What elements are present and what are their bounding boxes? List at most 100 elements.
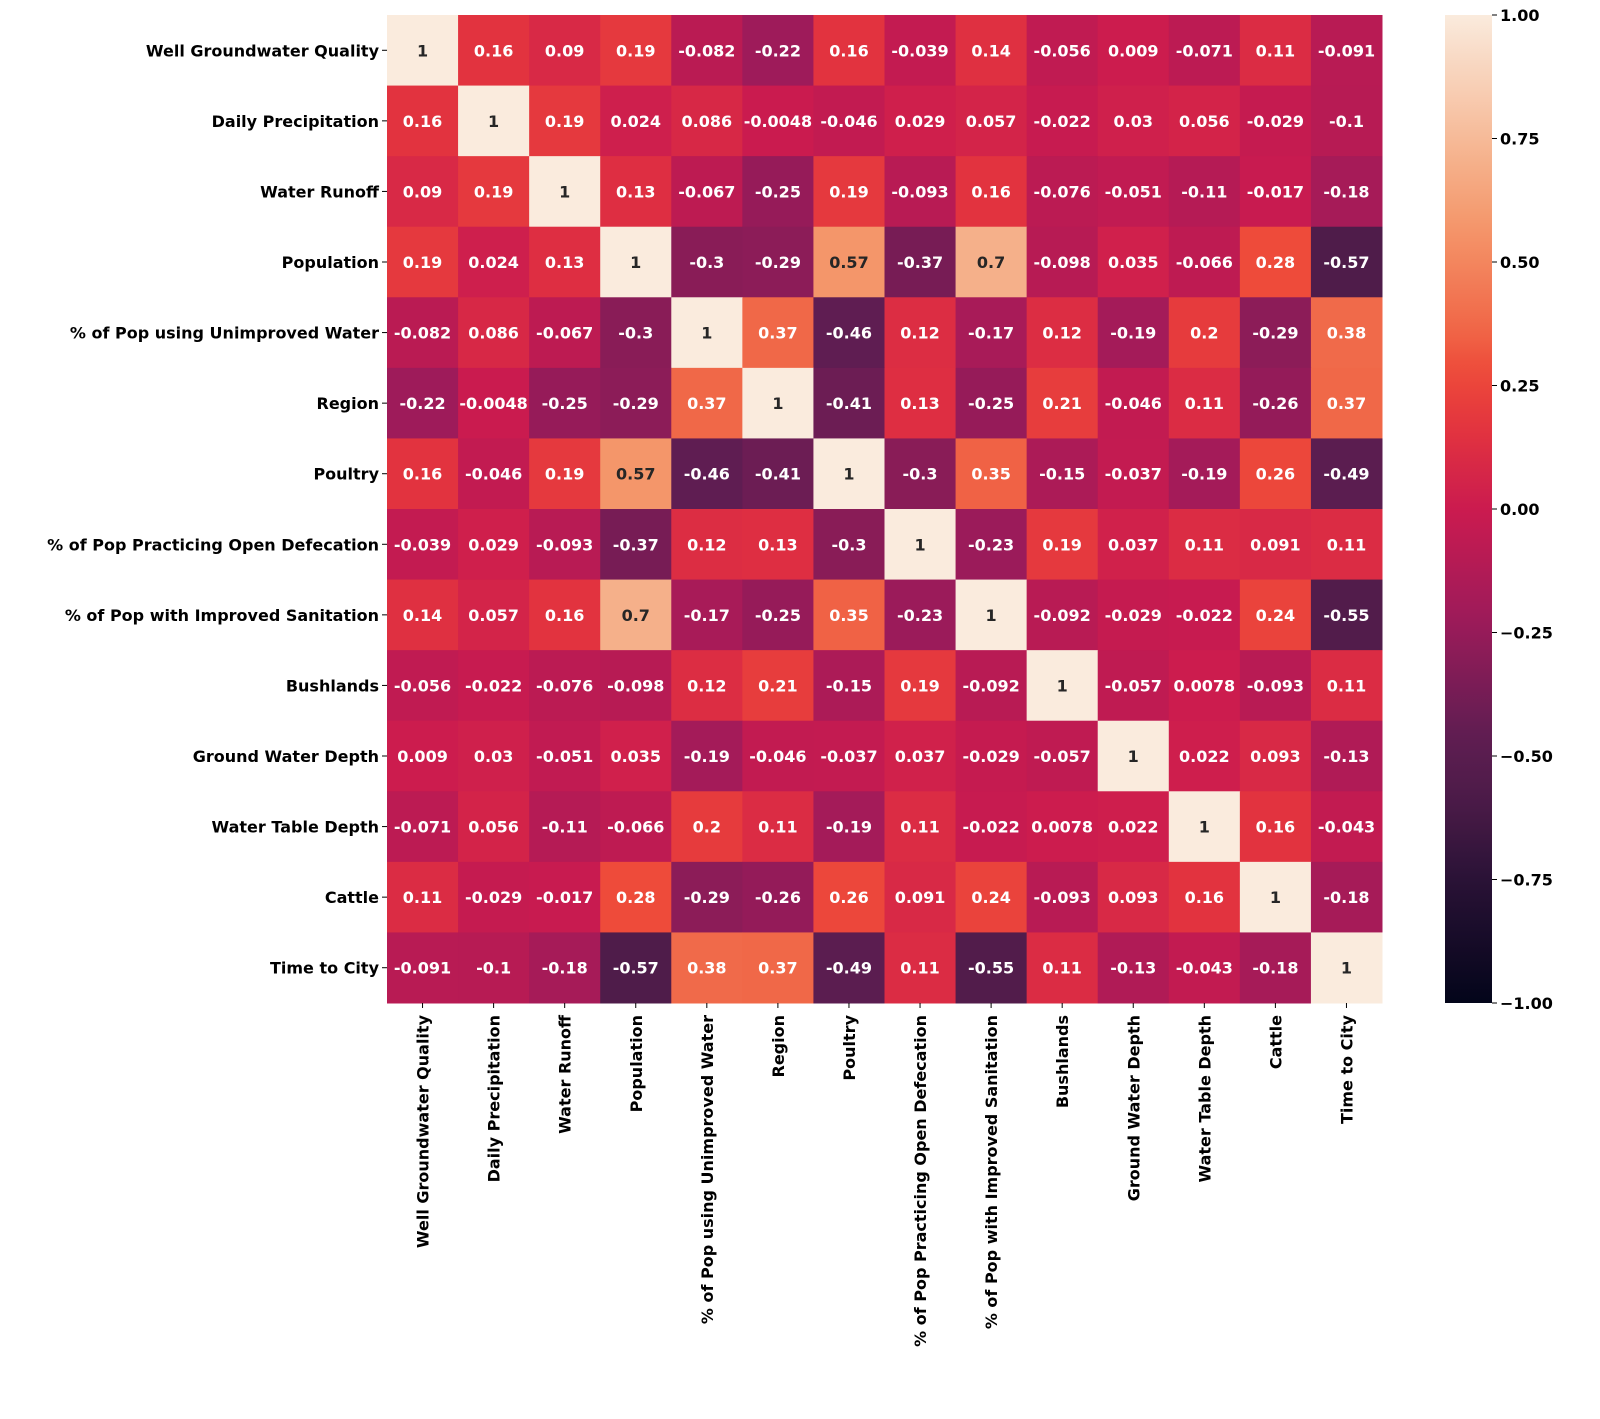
heatmap-cell — [1239, 650, 1312, 722]
cell-value-label: 0.19 — [545, 112, 584, 131]
heatmap-cell — [813, 579, 885, 651]
cell-value-label: 0.19 — [1042, 535, 1081, 554]
x-tick-label: Well Groundwater Quality — [414, 1014, 433, 1248]
cell-value-label: -0.57 — [1323, 253, 1369, 272]
y-tick-label: Population — [282, 253, 379, 272]
cell-value-label: -0.029 — [1247, 112, 1304, 131]
cell-value-label: -0.057 — [1105, 676, 1162, 695]
heatmap-cell — [387, 226, 459, 298]
cell-value-label: -0.046 — [465, 465, 522, 484]
colorbar-gradient — [1445, 15, 1492, 1003]
heatmap-cell — [742, 509, 814, 581]
heatmap-cell — [1026, 156, 1099, 228]
heatmap-cell — [1168, 932, 1241, 1004]
heatmap-cell — [600, 15, 672, 87]
heatmap-cell — [813, 226, 885, 298]
cell-value-label: -0.0048 — [459, 394, 527, 413]
y-tick-label: % of Pop Practicing Open Defecation — [47, 535, 379, 554]
cell-value-label: -0.017 — [536, 888, 593, 907]
cell-value-label: -0.1 — [1329, 112, 1364, 131]
heatmap-cell — [884, 226, 957, 298]
heatmap-cell — [458, 509, 530, 581]
x-tick-label: Population — [627, 1015, 646, 1112]
cell-value-label: -0.25 — [968, 394, 1014, 413]
heatmap-cell — [884, 85, 957, 157]
heatmap-cell — [458, 297, 530, 369]
cell-value-label: 0.19 — [403, 253, 442, 272]
cell-value-label: 0.03 — [1114, 112, 1153, 131]
heatmap-cell — [1310, 85, 1383, 157]
heatmap-cell — [1310, 579, 1383, 651]
heatmap-cell — [1310, 650, 1383, 722]
y-tick-label: Ground Water Depth — [193, 747, 379, 766]
heatmap-cell — [1239, 861, 1312, 933]
heatmap-cell — [671, 156, 743, 228]
heatmap-cell — [1097, 509, 1170, 581]
cell-value-label: 0.16 — [545, 606, 584, 625]
heatmap-cell — [1168, 650, 1241, 722]
heatmap-cell — [671, 932, 743, 1004]
cell-value-label: -0.23 — [897, 606, 943, 625]
heatmap-cell — [1239, 509, 1312, 581]
heatmap-annotations: 1 0.16 0.09 0.19 -0.082 -0.22 0.16 -0.039 0.14 -0… — [394, 41, 1375, 977]
heatmap-cell — [1026, 85, 1099, 157]
cell-value-label: 0.13 — [900, 394, 939, 413]
cell-value-label: -0.046 — [1105, 394, 1162, 413]
heatmap-cell — [1239, 791, 1312, 863]
heatmap-cell — [671, 579, 743, 651]
cell-value-label: 0.056 — [468, 818, 519, 837]
cell-value-label: -0.18 — [542, 959, 588, 978]
cell-value-label: 1 — [1057, 676, 1068, 695]
cell-value-label: 0.11 — [1256, 41, 1295, 60]
cell-value-label: 1 — [914, 535, 925, 554]
heatmap-cell — [387, 367, 459, 439]
cell-value-label: -0.046 — [749, 747, 806, 766]
cell-value-label: -0.091 — [1318, 41, 1375, 60]
heatmap-cell — [529, 85, 601, 157]
heatmap-cell — [1239, 367, 1312, 439]
colorbar-tick-label: −0.75 — [1500, 871, 1553, 890]
cell-value-label: -0.18 — [1252, 959, 1298, 978]
cell-value-label: -0.098 — [607, 676, 664, 695]
colorbar-tick-label: −0.50 — [1500, 747, 1553, 766]
heatmap-cell — [1310, 791, 1383, 863]
heatmap-cell — [529, 367, 601, 439]
heatmap-cell — [1239, 932, 1312, 1004]
heatmap-cell — [742, 367, 814, 439]
cell-value-label: 0.26 — [829, 888, 868, 907]
heatmap-cell — [1310, 156, 1383, 228]
heatmap-cell — [1168, 297, 1241, 369]
heatmap-cell — [955, 650, 1028, 722]
x-tick-label: % of Pop with Improved Sanitation — [982, 1015, 1001, 1329]
colorbar-tick-label: 0.75 — [1500, 130, 1539, 149]
heatmap-cell — [742, 226, 814, 298]
cell-value-label: -0.029 — [1105, 606, 1162, 625]
heatmap-cell — [529, 438, 601, 510]
x-tick-label: % of Pop Practicing Open Defecation — [911, 1015, 930, 1347]
cell-value-label: 0.035 — [1108, 253, 1159, 272]
cell-value-label: -0.25 — [755, 182, 801, 201]
cell-value-label: 0.37 — [687, 394, 726, 413]
heatmap-cell — [1026, 861, 1099, 933]
y-tick-label: Cattle — [325, 888, 379, 907]
heatmap-cell — [600, 156, 672, 228]
heatmap-cell — [529, 156, 601, 228]
heatmap-cell — [1026, 15, 1099, 87]
heatmap-cell — [742, 438, 814, 510]
cell-value-label: -0.017 — [1247, 182, 1304, 201]
cell-value-label: 1 — [772, 394, 783, 413]
cell-value-label: -0.19 — [826, 818, 872, 837]
heatmap-cell — [529, 932, 601, 1004]
x-tick-label: Poultry — [840, 1014, 859, 1080]
heatmap-cell — [671, 367, 743, 439]
heatmap-cell — [1168, 861, 1241, 933]
cell-value-label: -0.26 — [755, 888, 801, 907]
heatmap-cell — [813, 367, 885, 439]
heatmap-cell — [813, 15, 885, 87]
heatmap-cell — [884, 367, 957, 439]
heatmap-cell — [1168, 367, 1241, 439]
cell-value-label: 1 — [417, 41, 428, 60]
heatmap-cell — [529, 509, 601, 581]
heatmap-cell — [955, 85, 1028, 157]
cell-value-label: 0.11 — [403, 888, 442, 907]
